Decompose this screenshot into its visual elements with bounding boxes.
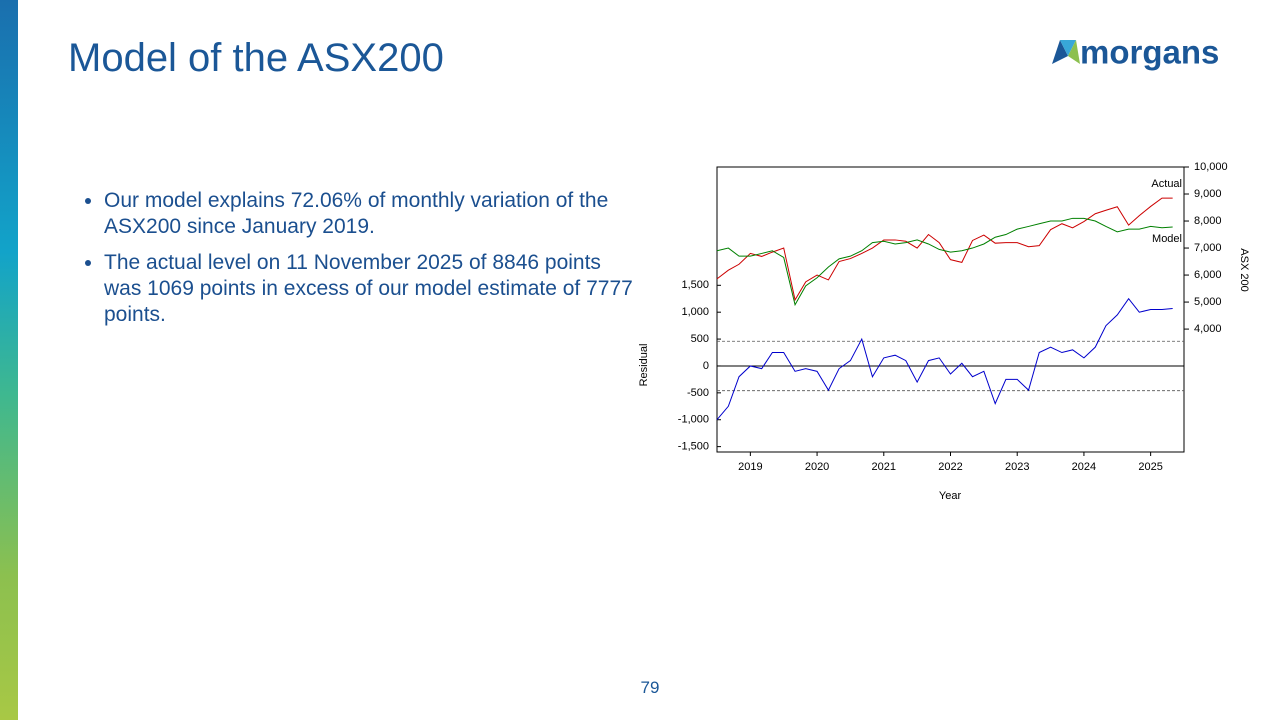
y2-axis-label: ASX 200 [1238, 248, 1250, 291]
logo-icon [1068, 40, 1080, 64]
logo: morgans [1052, 34, 1219, 71]
y-tick-label: 500 [691, 333, 709, 345]
plot-frame [716, 166, 1185, 453]
bullet: The actual level on 11 November 2025 of … [104, 250, 644, 328]
series-line [716, 217, 1173, 307]
logo-icon [1052, 40, 1068, 64]
series-label: Actual [1151, 178, 1182, 190]
x-tick-label: 2022 [938, 461, 962, 473]
x-tick-label: 2019 [738, 461, 762, 473]
y-tick-label: 0 [703, 360, 709, 372]
x-tick-label: 2021 [872, 461, 896, 473]
series-label: Model [1152, 233, 1182, 245]
accent-bar [0, 0, 18, 720]
y-tick-label: 1,000 [681, 306, 709, 318]
y2-tick-label: 6,000 [1194, 269, 1222, 281]
y-tick-label: -500 [687, 387, 709, 399]
slide-title: Model of the ASX200 [68, 36, 444, 80]
x-tick-label: 2020 [805, 461, 829, 473]
y2-tick-label: 8,000 [1194, 215, 1222, 227]
logo-icon [1060, 40, 1076, 56]
x-tick-label: 2025 [1138, 461, 1162, 473]
y-axis-label: Residual [638, 344, 650, 387]
y-tick-label: -1,000 [678, 414, 709, 426]
y-tick-label: -1,500 [678, 441, 709, 453]
bullet-list: Our model explains 72.06% of monthly var… [78, 188, 644, 338]
x-axis-label: Year [939, 490, 962, 502]
series-line [716, 197, 1173, 302]
logo-text: morgans [1080, 34, 1219, 71]
y2-tick-label: 10,000 [1194, 161, 1228, 173]
y2-tick-label: 4,000 [1194, 323, 1222, 335]
bullet: Our model explains 72.06% of monthly var… [104, 188, 644, 240]
y-tick-label: 1,500 [681, 279, 709, 291]
page-number: 79 [640, 678, 660, 697]
x-tick-label: 2023 [1005, 461, 1029, 473]
y2-tick-label: 9,000 [1194, 188, 1222, 200]
y2-tick-label: 7,000 [1194, 242, 1222, 254]
y2-tick-label: 5,000 [1194, 296, 1222, 308]
x-tick-label: 2024 [1072, 461, 1096, 473]
series-line [716, 297, 1173, 421]
